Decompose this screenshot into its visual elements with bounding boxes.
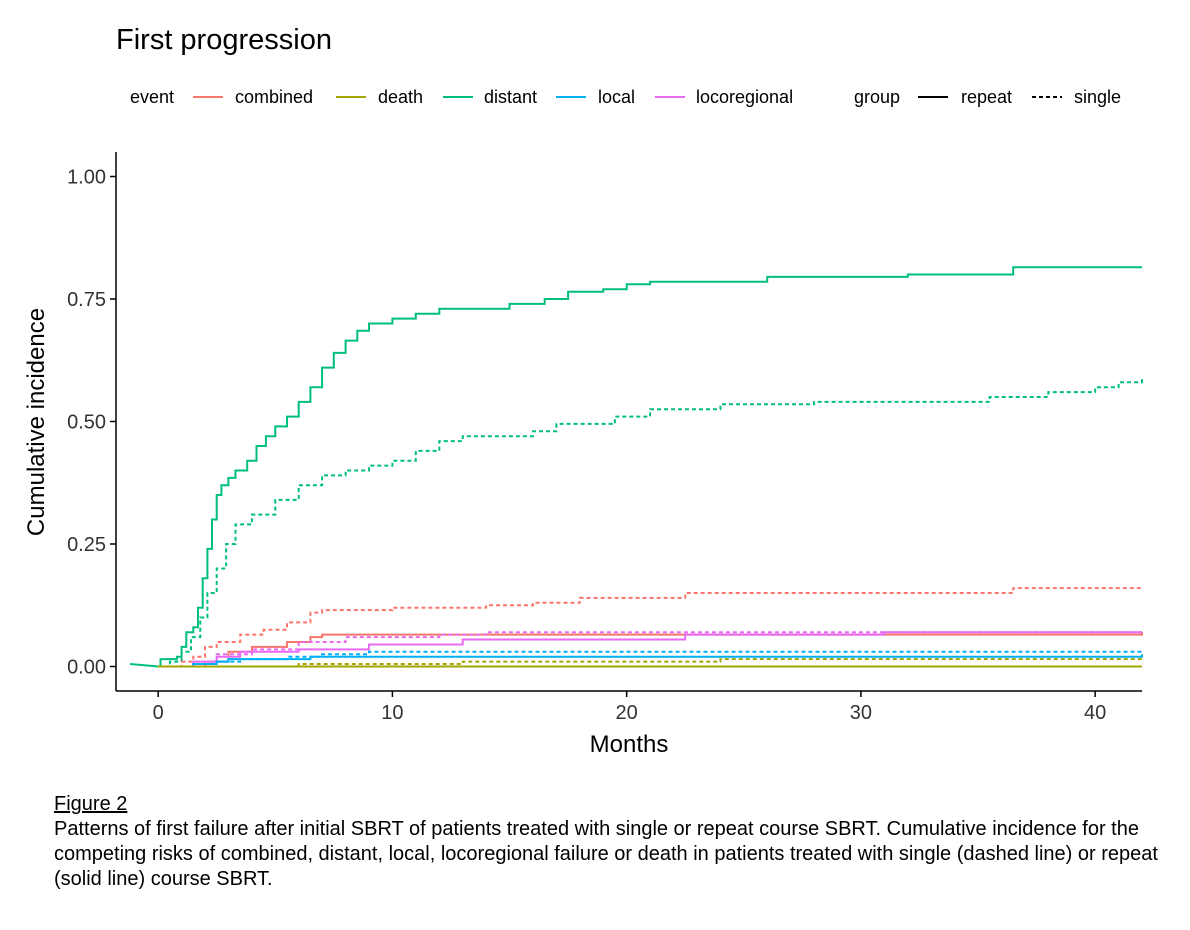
y-tick-label: 1.00 <box>67 167 106 189</box>
legend-label-single: single <box>1074 87 1121 107</box>
y-tick-label: 0.50 <box>67 412 106 434</box>
legend-label-repeat: repeat <box>961 87 1012 107</box>
y-tick-label: 0.75 <box>67 289 106 311</box>
x-ticks: 0 10 20 30 40 <box>153 691 1106 724</box>
legend-label-combined: combined <box>235 87 313 107</box>
cumulative-incidence-chart: First progression event combined death dist… <box>23 24 1143 758</box>
figure-caption: Figure 2 Patterns of first failure after… <box>54 792 1164 892</box>
legend-label-distant: distant <box>484 87 537 107</box>
figure-caption-label: Figure 2 <box>54 793 128 815</box>
legend-label-death: death <box>378 87 423 107</box>
legend-label-local: local <box>598 87 635 107</box>
series-line-local-repeat <box>158 654 1143 668</box>
legend-label-locoregional: locoregional <box>696 87 793 107</box>
legend-title-event: event <box>130 87 174 107</box>
y-tick-label: 0.00 <box>67 657 106 679</box>
x-tick-label: 0 <box>153 702 164 724</box>
x-tick-label: 40 <box>1084 702 1106 724</box>
series-line-distant-single <box>158 377 1143 668</box>
x-axis-label: Months <box>590 731 669 758</box>
y-tick-label: 0.25 <box>67 534 106 556</box>
series-layer <box>130 266 1143 668</box>
chart-title: First progression <box>116 24 332 56</box>
legend: event combined death distant local locoregion… <box>130 87 1121 107</box>
y-ticks: 0.00 0.25 0.50 0.75 1.00 <box>67 167 116 679</box>
series-line-distant-repeat <box>130 266 1142 668</box>
x-tick-label: 30 <box>850 702 872 724</box>
series-line-locoregional-single <box>158 631 1142 668</box>
series-line-death-single <box>158 658 1142 668</box>
series-line-locoregional-repeat <box>158 631 1142 668</box>
series-line-combined-single <box>158 587 1142 668</box>
y-axis-label: Cumulative incidence <box>23 308 50 536</box>
x-tick-label: 20 <box>616 702 638 724</box>
x-tick-label: 10 <box>381 702 403 724</box>
legend-title-group: group <box>854 87 900 107</box>
figure-caption-text: Patterns of first failure after initial … <box>54 818 1158 890</box>
